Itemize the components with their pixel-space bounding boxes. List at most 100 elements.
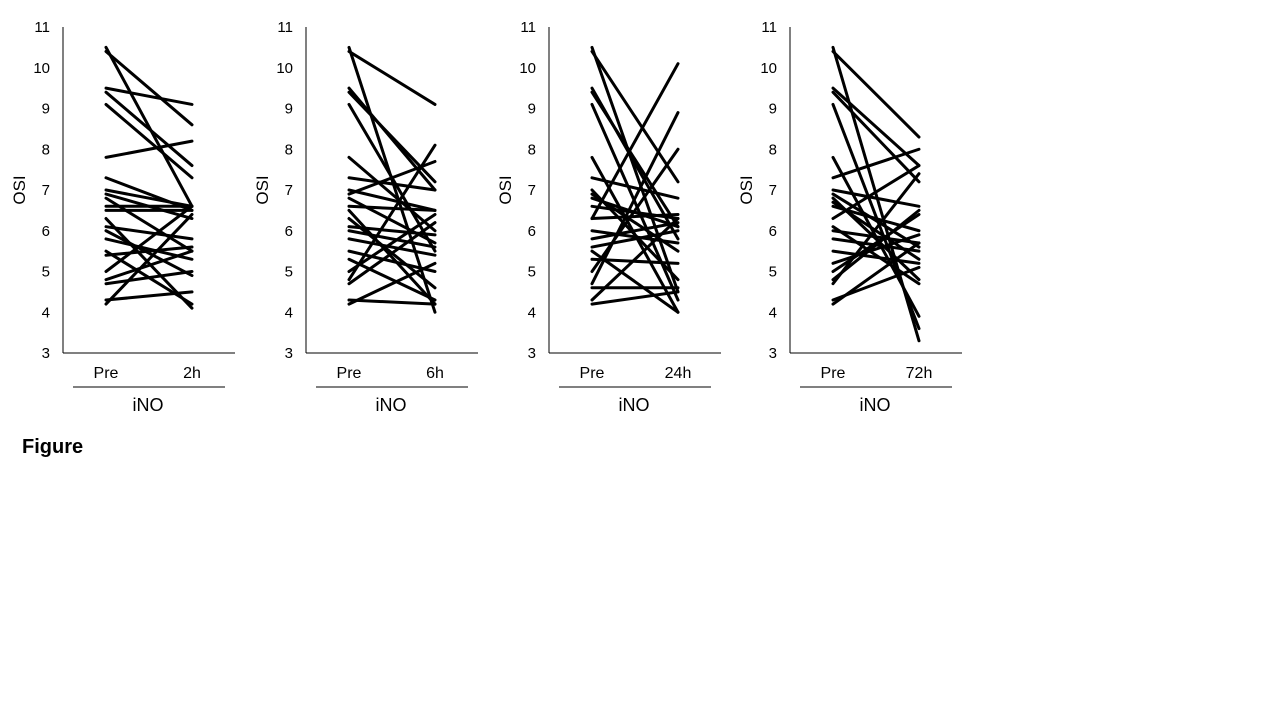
subject-line xyxy=(590,90,680,229)
subject-line xyxy=(104,139,194,159)
y-tick-label: 9 xyxy=(42,101,50,118)
subject-line xyxy=(590,217,680,302)
subject-line xyxy=(590,45,680,294)
subject-line xyxy=(104,212,194,306)
subject-line xyxy=(831,212,921,273)
chart-panel-4: 3 4 5 6 7 8 9 10 11 OSI Pre 72h iNO xyxy=(737,19,962,415)
y-tick-label: 4 xyxy=(285,304,293,321)
x-group-label: iNO xyxy=(619,395,650,415)
subject-line xyxy=(347,176,437,192)
x-group-label: iNO xyxy=(133,395,164,415)
y-tick-label: 7 xyxy=(42,182,50,199)
y-tick-label: 5 xyxy=(769,264,777,281)
subject-line xyxy=(831,188,921,208)
subject-line xyxy=(831,249,921,265)
subject-line xyxy=(104,229,194,278)
chart-panel-3: 3 4 5 6 7 8 9 10 11 OSI Pre 24h iNO xyxy=(496,19,721,415)
subject-line xyxy=(590,290,680,306)
subject-line xyxy=(104,90,194,168)
y-tick-label: 5 xyxy=(285,264,293,281)
y-tick-label: 5 xyxy=(528,264,536,281)
y-tick-label: 11 xyxy=(34,19,50,36)
subject-line xyxy=(590,176,680,200)
x-category-label: 72h xyxy=(906,365,933,382)
subject-line xyxy=(831,147,921,180)
subject-line xyxy=(104,102,194,180)
subject-line xyxy=(590,62,680,221)
y-tick-label: 7 xyxy=(528,182,536,199)
subject-line xyxy=(831,172,921,286)
y-tick-label: 9 xyxy=(528,101,536,118)
y-tick-label: 3 xyxy=(42,345,50,362)
y-tick-label: 3 xyxy=(769,345,777,362)
subject-line xyxy=(104,249,194,282)
subject-line xyxy=(104,49,194,127)
y-tick-label: 6 xyxy=(528,223,536,240)
subject-line xyxy=(347,237,437,257)
y-tick-label: 11 xyxy=(277,19,293,36)
subject-line xyxy=(831,90,921,184)
subject-line xyxy=(104,204,194,273)
y-tick-label: 9 xyxy=(769,101,777,118)
subject-line xyxy=(831,49,921,139)
y-tick-label: 10 xyxy=(33,60,50,77)
subject-line xyxy=(347,208,437,306)
x-category-label: Pre xyxy=(337,365,362,382)
y-tick-label: 7 xyxy=(769,182,777,199)
y-axis-title: OSI xyxy=(253,175,272,204)
chart-panel-1: 3 4 5 6 7 8 9 10 11 OSI Pre 2h iNO xyxy=(10,19,235,415)
y-axis-title: OSI xyxy=(496,175,515,204)
subject-line xyxy=(104,290,194,302)
subject-line xyxy=(590,147,680,273)
y-axis-title: OSI xyxy=(737,175,756,204)
subject-line xyxy=(104,225,194,241)
y-tick-label: 11 xyxy=(520,19,536,36)
y-tick-label: 10 xyxy=(276,60,293,77)
subject-line xyxy=(347,49,437,106)
x-category-label: Pre xyxy=(94,365,119,382)
subject-line xyxy=(347,221,437,286)
y-tick-label: 6 xyxy=(285,223,293,240)
chart-panel-2: 3 4 5 6 7 8 9 10 11 OSI Pre 6h iNO xyxy=(253,19,478,415)
y-tick-label: 6 xyxy=(42,223,50,240)
x-category-label: Pre xyxy=(580,365,605,382)
x-category-label: Pre xyxy=(821,365,846,382)
y-tick-label: 10 xyxy=(519,60,536,77)
subject-line xyxy=(104,245,194,257)
subject-line xyxy=(831,241,921,306)
subject-line xyxy=(347,261,437,306)
subject-line xyxy=(347,143,437,282)
y-tick-label: 3 xyxy=(285,345,293,362)
subject-line xyxy=(104,188,194,208)
y-tick-label: 4 xyxy=(528,304,536,321)
subject-line xyxy=(831,208,921,282)
x-group-label: iNO xyxy=(376,395,407,415)
subject-line xyxy=(590,111,680,286)
subject-line xyxy=(347,298,437,306)
subject-line xyxy=(590,102,680,302)
subject-line xyxy=(831,233,921,265)
x-category-label: 6h xyxy=(426,365,444,382)
subject-line xyxy=(831,164,921,221)
subject-line xyxy=(590,212,680,221)
y-tick-label: 4 xyxy=(769,304,777,321)
subject-line xyxy=(104,45,194,208)
y-axis-title: OSI xyxy=(10,175,29,204)
subject-line xyxy=(104,86,194,106)
y-tick-label: 8 xyxy=(42,141,50,158)
y-tick-label: 11 xyxy=(761,19,777,36)
subject-line xyxy=(590,49,680,184)
x-category-label: 24h xyxy=(665,365,692,382)
y-tick-label: 3 xyxy=(528,345,536,362)
y-tick-label: 5 xyxy=(42,264,50,281)
x-category-label: 2h xyxy=(183,365,201,382)
y-tick-label: 4 xyxy=(42,304,50,321)
y-tick-label: 9 xyxy=(285,101,293,118)
subject-line xyxy=(590,229,680,245)
subject-line xyxy=(347,257,437,302)
y-tick-label: 7 xyxy=(285,182,293,199)
y-tick-label: 8 xyxy=(769,141,777,158)
subject-line xyxy=(347,188,437,212)
y-tick-label: 6 xyxy=(769,223,777,240)
